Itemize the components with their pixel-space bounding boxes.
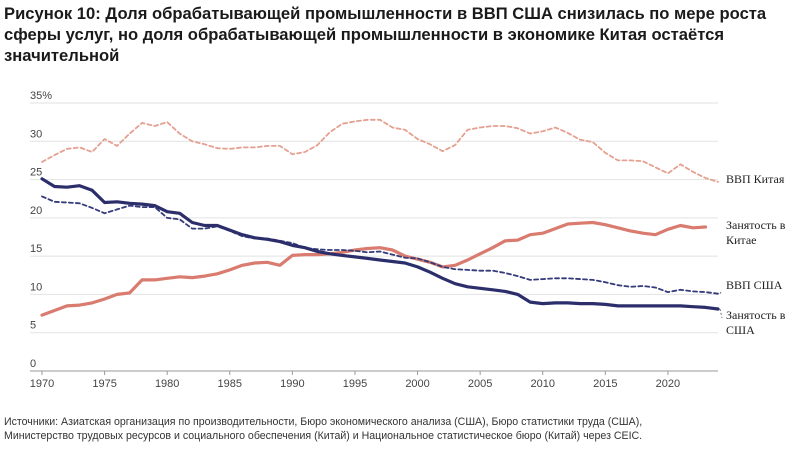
title-text: Доля обрабатывающей промышленности в ВВП… <box>4 4 767 65</box>
x-axis-ticks: 1970 1975 1980 1985 1990 1995 2000 2005 2010 2015… <box>30 371 680 390</box>
series-line-china-employment <box>40 220 708 317</box>
chart-title: Рисунок 10: Доля обрабатывающей промышле… <box>4 3 796 66</box>
x-tick-label: 2000 <box>405 378 429 390</box>
y-tick-label: 20 <box>30 205 42 217</box>
x-tick-label: 2015 <box>593 378 617 390</box>
y-tick-label: 15 <box>30 243 42 255</box>
series-label-line: ВВП Китая <box>726 172 785 186</box>
x-tick-label: 1995 <box>343 378 367 390</box>
series-label-line: Занятость в <box>726 308 786 322</box>
series-label-us-gdp: ВВП США <box>726 278 783 292</box>
y-tick-label: 0 <box>30 358 36 370</box>
y-tick-label: 25 <box>30 167 42 179</box>
series-label-line: ВВП США <box>726 278 783 292</box>
y-tick-label: 30 <box>30 128 42 140</box>
series-label-line: Китае <box>726 233 756 247</box>
label-leader-line <box>719 289 723 294</box>
source-note: Источники: Азиатская организация по прои… <box>4 415 796 443</box>
y-axis-ticks: 0 5 10 15 20 25 30 35% <box>30 90 52 370</box>
x-tick-label: 1980 <box>155 378 179 390</box>
source-line-2: Министерство трудовых ресурсов и социаль… <box>4 430 643 442</box>
source-line-1: Источники: Азиатская организация по прои… <box>4 416 643 428</box>
x-tick-label: 1990 <box>280 378 304 390</box>
series-label-line: США <box>726 323 755 337</box>
series-label-line: Занятость в <box>726 218 786 232</box>
series-lines <box>40 118 720 317</box>
x-tick-label: 2005 <box>468 378 492 390</box>
y-tick-label: 35% <box>30 90 52 102</box>
series-label-china-employment: Занятость в Китае <box>726 218 786 247</box>
y-tick-label: 10 <box>30 281 42 293</box>
series-label-china-gdp: ВВП Китая <box>726 172 785 186</box>
series-line-us-gdp <box>41 195 719 295</box>
x-tick-label: 2010 <box>530 378 554 390</box>
gridlines <box>30 102 718 372</box>
y-tick-label: 5 <box>30 320 36 332</box>
x-tick-label: 1970 <box>30 378 54 390</box>
figure-number: Рисунок 10: <box>4 4 101 23</box>
series-line-china-gdp <box>41 118 719 183</box>
x-tick-label: 1975 <box>92 378 116 390</box>
series-line-us-employment <box>40 177 720 311</box>
label-leader-line <box>719 308 723 319</box>
x-tick-label: 2020 <box>656 378 680 390</box>
series-label-us-employment: Занятость в США <box>726 308 786 337</box>
x-tick-label: 1985 <box>218 378 242 390</box>
